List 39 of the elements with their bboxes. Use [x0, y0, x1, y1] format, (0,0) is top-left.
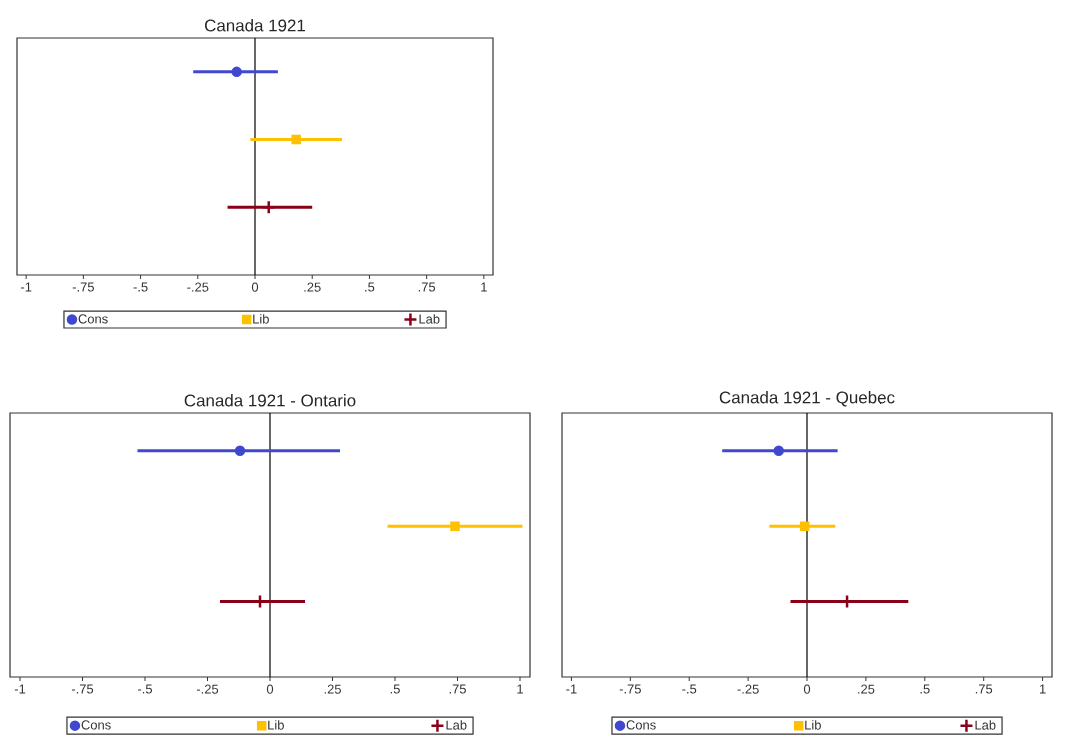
x-tick-label: -.75: [71, 684, 94, 694]
chart-title: Canada 1921: [205, 19, 305, 32]
x-tick-label: -.5: [682, 684, 697, 694]
x-tick-label: .25: [858, 684, 875, 694]
x-tick-label: .75: [975, 684, 993, 694]
x-tick-label: -.75: [619, 684, 641, 694]
x-tick-label: .5: [920, 684, 930, 694]
x-tick-label: 1: [517, 684, 523, 694]
x-tick-label: .75: [418, 282, 436, 292]
legend-label: Cons: [78, 314, 108, 324]
legend-label: Cons: [81, 720, 111, 730]
x-tick-label: -1: [14, 684, 26, 694]
x-tick-label: -.75: [72, 282, 94, 292]
legend-label: Lab: [419, 314, 440, 324]
chart-title: Canada 1921 - Quebec: [719, 391, 895, 407]
legend-label: Lib: [253, 314, 269, 324]
x-tick-label: .25: [324, 684, 341, 694]
x-tick-label: -.25: [737, 684, 759, 694]
x-tick-label: 0: [251, 282, 259, 292]
legend-label: Lab: [975, 720, 996, 730]
legend-label: Lib: [268, 720, 284, 730]
x-tick-label: .75: [449, 684, 466, 694]
chart-title: Canada 1921 - Ontario: [184, 394, 356, 407]
x-tick-label: .5: [390, 684, 400, 694]
x-tick-label: -.25: [196, 684, 219, 694]
x-tick-label: .5: [365, 282, 375, 292]
legend-label: Lib: [805, 720, 821, 730]
x-tick-label: 0: [803, 684, 811, 694]
legend-label: Lab: [446, 720, 467, 730]
x-tick-label: -.5: [133, 282, 148, 292]
x-tick-label: -1: [20, 282, 32, 292]
x-tick-label: 1: [481, 282, 487, 292]
x-tick-label: -.25: [187, 282, 209, 292]
x-tick-label: .25: [304, 282, 321, 292]
x-tick-label: 0: [266, 684, 274, 694]
legend-label: Cons: [626, 720, 656, 730]
x-tick-label: 1: [1039, 684, 1046, 694]
x-tick-label: -.5: [138, 684, 153, 694]
x-tick-label: -1: [566, 684, 577, 694]
